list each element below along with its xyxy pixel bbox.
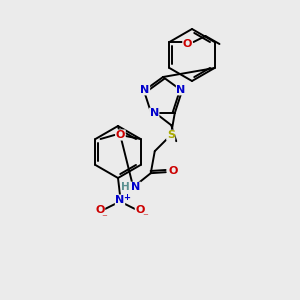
Text: N: N bbox=[140, 85, 150, 95]
Text: O: O bbox=[116, 130, 125, 140]
Text: O: O bbox=[135, 205, 145, 215]
Text: ⁻: ⁻ bbox=[142, 212, 148, 222]
Text: O: O bbox=[168, 166, 177, 176]
Text: ⁻: ⁻ bbox=[101, 213, 107, 223]
Text: H: H bbox=[122, 182, 130, 192]
Text: +: + bbox=[124, 193, 130, 202]
Text: N: N bbox=[150, 108, 159, 118]
Text: N: N bbox=[176, 85, 186, 95]
Text: N: N bbox=[131, 182, 140, 192]
Text: S: S bbox=[167, 130, 175, 140]
Text: O: O bbox=[95, 205, 105, 215]
Text: O: O bbox=[183, 39, 192, 49]
Text: N: N bbox=[116, 195, 124, 205]
